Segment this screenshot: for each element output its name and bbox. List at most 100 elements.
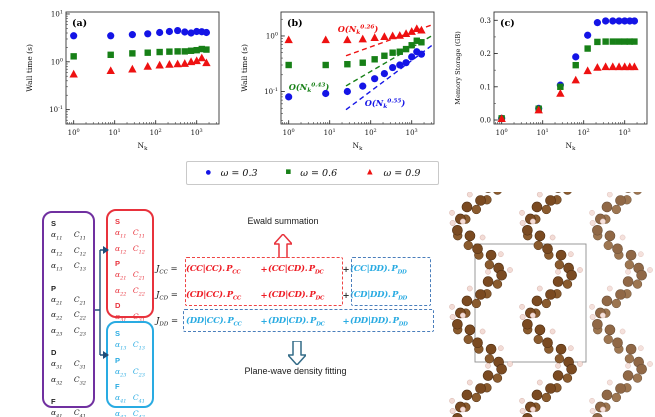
svg-text:Nk: Nk (353, 141, 364, 152)
svg-text:103: 103 (191, 128, 203, 137)
equation-term: (DD|CC). PCC (186, 316, 242, 328)
equation-term: (CD|CC). PCC (186, 290, 242, 302)
plane-wave-label: Plane-wave density fitting (244, 366, 347, 376)
svg-text:101: 101 (537, 128, 549, 137)
svg-text:0.2: 0.2 (480, 50, 491, 58)
basis-parameter-row: α11 C11 (115, 228, 145, 240)
svg-text:0.0: 0.0 (480, 117, 491, 125)
coulomb-equations: JCC = (CC|CC). PCC + (CC|CD). PDC + (CC|DD). … (156, 257, 456, 338)
svg-text:102: 102 (150, 128, 162, 137)
spacer (51, 276, 86, 283)
basis-parameter-row: α22 C22 (115, 285, 145, 298)
circle-marker-icon: ● (205, 166, 212, 178)
basis-box-compact: Sα11C11α12C12Pα21C21α22C22Dα31C31α32C32 (106, 209, 154, 339)
svg-text:(a): (a) (72, 18, 87, 29)
svg-text:Wall time (s): Wall time (s) (25, 44, 34, 92)
down-arrow-icon (288, 341, 306, 365)
basis-parameter-row: α12 C12 (115, 243, 145, 256)
equation-term: (CD|DD). PDD (350, 290, 408, 302)
equation-term: (CC|CC). PCC (186, 264, 241, 276)
basis-parameter-row: α41 C41 (51, 408, 86, 417)
svg-text:100: 100 (283, 128, 295, 137)
shell-label: D (51, 348, 57, 357)
svg-text:O(Nk0.26): O(Nk0.26) (338, 24, 379, 36)
svg-text:100: 100 (68, 128, 80, 137)
equation-lhs: JDD = (156, 316, 179, 328)
equation-term: (DD|CD). PDC (268, 316, 325, 328)
equation-term: (CC|CD). PDC (268, 264, 324, 276)
chart-walltime-ewald: 100 101 102 103 10-1 100 101 Wall time (s) Nk (a) (25, 9, 220, 152)
svg-text:10-1: 10-1 (49, 105, 63, 114)
equation-term: (CD|CD). PDC (268, 290, 325, 302)
basis-parameter-row: α12 C12 (51, 245, 86, 258)
shell-label: F (115, 382, 120, 391)
legend: ● ω = 0.3 ■ ω = 0.6 ▲ ω = 0.9 (186, 161, 440, 185)
equation-lhs: JCD = (156, 290, 178, 302)
svg-text:O(Nk0.55): O(Nk0.55) (365, 98, 406, 110)
plus-sign: + (342, 291, 350, 301)
chart-memory-storage: 100 101 102 103 0.0 0.1 0.2 0.3 Memory Storage (… (454, 11, 648, 152)
svg-text:103: 103 (406, 128, 418, 137)
plus-sign: + (260, 317, 268, 327)
basis-parameter-row: α13 C13 (51, 261, 86, 273)
shell-label: F (51, 397, 56, 406)
shell-label: S (51, 219, 57, 228)
crystal-structure-image (449, 192, 653, 417)
shell-label: S (115, 217, 121, 226)
svg-text:Nk: Nk (566, 141, 577, 152)
basis-parameter-row: α42 C42 (115, 408, 145, 417)
basis-parameter-row: α21 C21 (51, 294, 86, 307)
basis-parameter-row: α23 C23 (115, 366, 145, 379)
legend-label: ω = 0.3 (220, 167, 258, 179)
basis-parameter-row: α21 C21 (115, 270, 145, 282)
plus-sign: + (260, 291, 268, 301)
svg-text:100: 100 (496, 128, 508, 137)
svg-text:Wall time (s): Wall time (s) (240, 44, 249, 92)
equation-row: JDD = (DD|CC). PCC + (DD|CD). PDC + (DD|DD). … (156, 312, 456, 332)
svg-text:100: 100 (51, 57, 63, 66)
svg-text:100: 100 (266, 31, 278, 40)
equation-term: (CC|DD). PDD (350, 264, 407, 276)
up-arrow-icon (274, 234, 292, 258)
legend-label: ω = 0.9 (383, 167, 421, 179)
legend-item: ▲ ω = 0.9 (365, 168, 420, 179)
equation-row: JCD = (CD|CC). PCC + (CD|CD). PDC + (CD|DD). … (156, 286, 456, 306)
basis-parameter-row: α22 C22 (51, 310, 86, 322)
svg-text:101: 101 (51, 9, 63, 18)
legend-item: ● ω = 0.3 (205, 166, 258, 179)
svg-text:(c): (c) (500, 18, 515, 29)
basis-parameter-row: α23 C23 (51, 325, 86, 338)
svg-text:Nk: Nk (138, 141, 149, 152)
equation-row: JCC = (CC|CC). PCC + (CC|CD). PDC + (CC|DD). … (156, 260, 456, 280)
svg-text:10-1: 10-1 (264, 87, 278, 96)
plus-sign: + (342, 317, 350, 327)
svg-text:102: 102 (365, 128, 377, 137)
shell-label: S (115, 329, 121, 338)
chart-walltime-planewave: 100 101 102 103 10-1 100 Wall time (s) Nk (b) O(N… (240, 11, 435, 152)
spacer (51, 340, 86, 347)
shell-label: P (51, 283, 57, 293)
shell-label: D (115, 301, 121, 310)
svg-text:101: 101 (109, 128, 121, 137)
svg-text:102: 102 (578, 128, 590, 137)
shell-label: P (115, 355, 121, 365)
plus-sign: + (342, 265, 350, 275)
legend-item: ■ ω = 0.6 (286, 168, 338, 179)
equation-lhs: JCC = (156, 264, 178, 276)
ewald-summation-label: Ewald summation (247, 216, 319, 226)
shell-label: P (115, 259, 121, 268)
legend-label: ω = 0.6 (300, 167, 338, 179)
svg-text:103: 103 (619, 128, 631, 137)
svg-text:(b): (b) (287, 18, 303, 29)
svg-text:Memory Storage (GB): Memory Storage (GB) (454, 31, 462, 105)
spacer (51, 389, 86, 396)
svg-text:0.1: 0.1 (480, 83, 491, 91)
svg-text:101: 101 (324, 128, 336, 137)
basis-parameter-row: α13 C13 (115, 340, 145, 352)
